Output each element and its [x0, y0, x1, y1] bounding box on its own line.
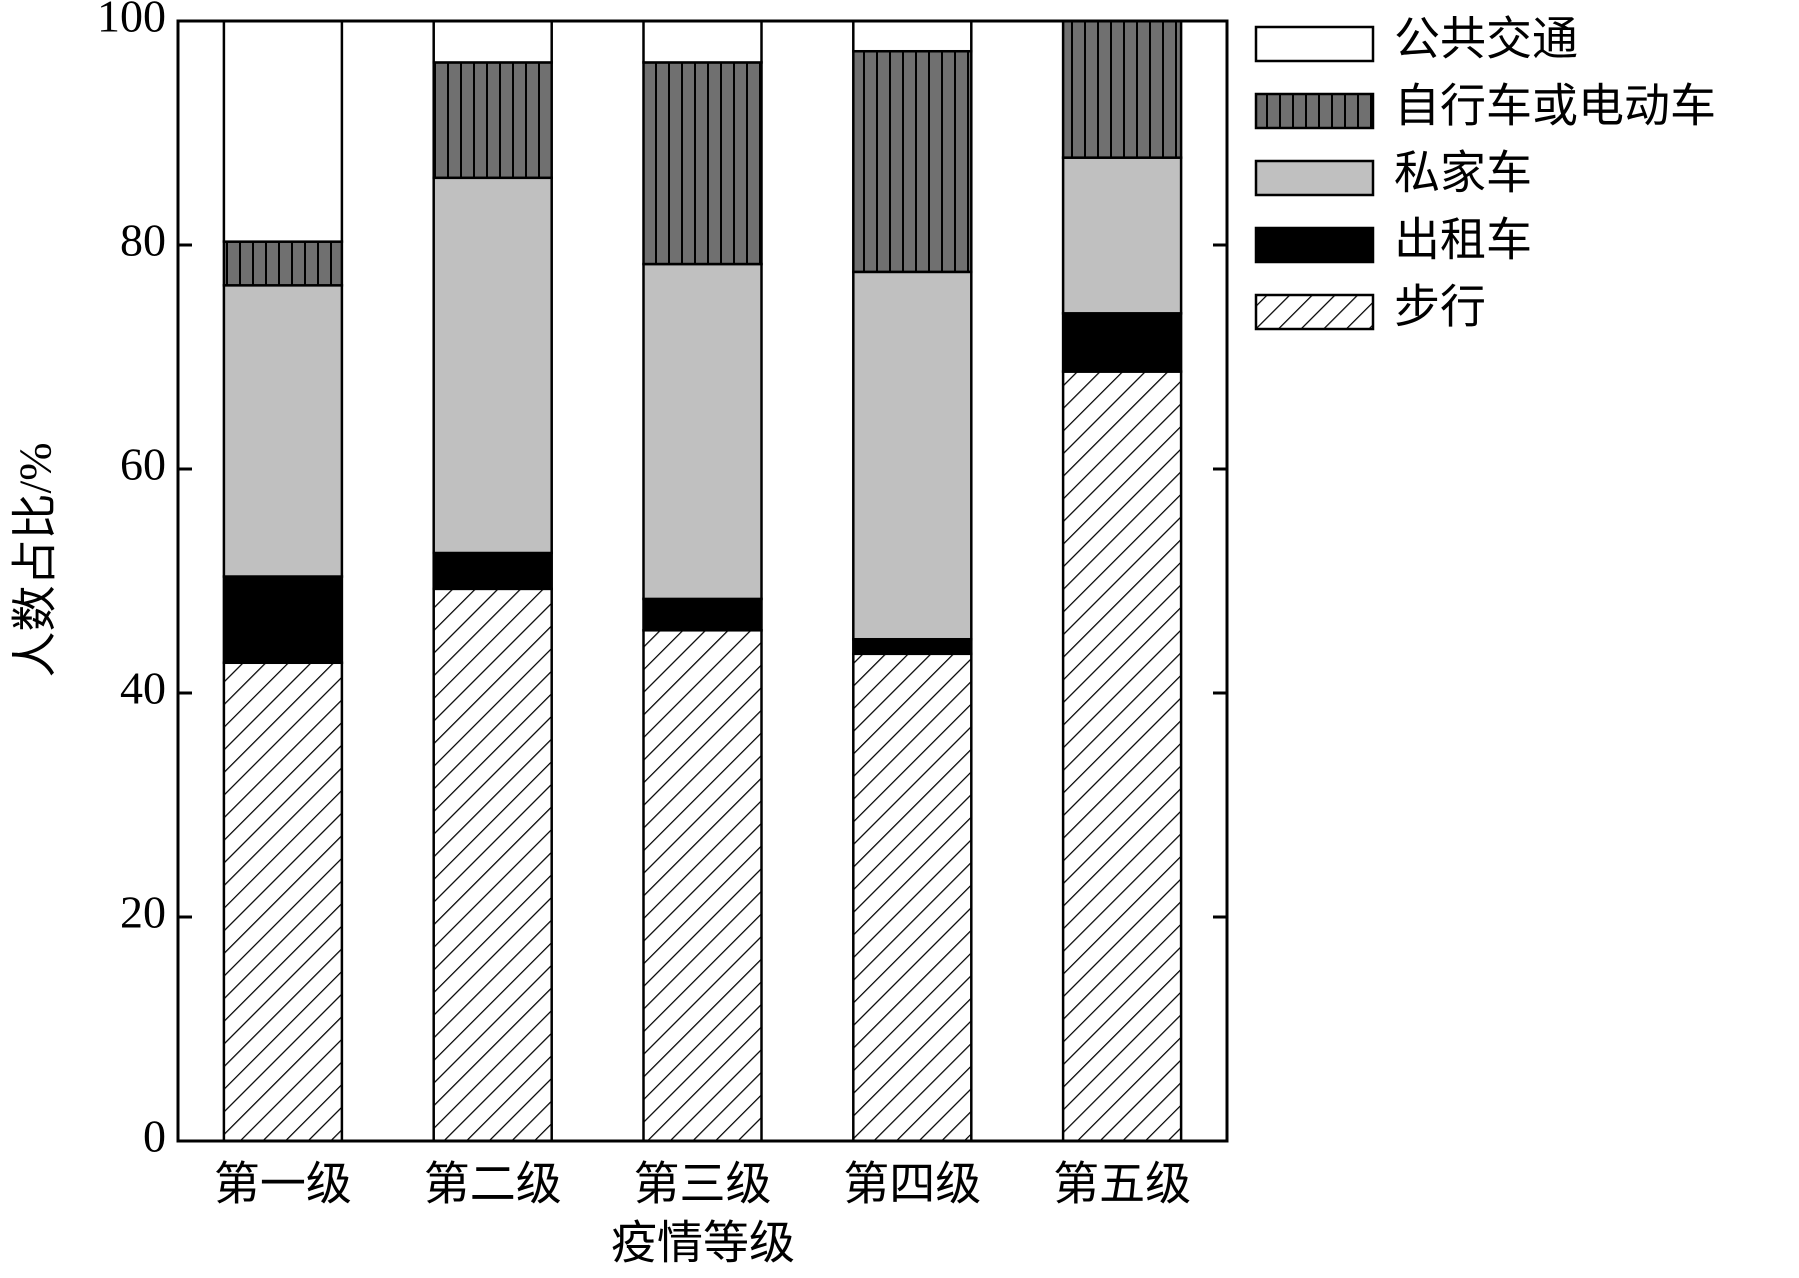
- bar-segment: [432, 551, 553, 591]
- bar-segment: [1061, 19, 1183, 159]
- legend-swatch: [1254, 226, 1375, 264]
- bar-segment: [1061, 156, 1183, 315]
- bar-segment: [852, 652, 973, 1143]
- bar-segment: [222, 661, 344, 1143]
- bar-segment: [1061, 370, 1183, 1143]
- x-tick-label: 第一级: [214, 1159, 352, 1210]
- bar-segment: [222, 240, 344, 287]
- bar-segment: [432, 19, 553, 64]
- bar-segment: [852, 270, 973, 641]
- legend-swatch: [1254, 293, 1375, 331]
- x-tick-label: 第四级: [843, 1159, 981, 1210]
- legend-label: 出租车: [1394, 215, 1532, 266]
- bar-segment: [432, 61, 553, 180]
- y-axis-label: 人数占比/%: [10, 442, 61, 677]
- plot-frame: [176, 19, 1229, 1143]
- x-tick-label: 第二级: [424, 1159, 562, 1210]
- bar-segment: [432, 587, 553, 1143]
- bar-segment: [222, 19, 344, 243]
- y-tick-label: 0: [143, 1111, 166, 1162]
- bar-segment: [852, 49, 973, 274]
- y-tick-label: 40: [120, 663, 166, 714]
- legend-swatch: [1254, 25, 1375, 63]
- legend-swatch: [1254, 159, 1375, 197]
- y-tick-label: 100: [97, 0, 166, 42]
- x-tick-label: 第五级: [1053, 1159, 1191, 1210]
- y-tick-label: 20: [120, 887, 166, 938]
- bar-segment: [222, 575, 344, 665]
- x-axis-label: 疫情等级: [611, 1218, 795, 1269]
- bar-segment: [432, 176, 553, 555]
- bar-segment: [642, 19, 763, 64]
- y-tick-label: 60: [120, 439, 166, 490]
- y-tick-label: 80: [120, 215, 166, 266]
- bar-segment: [852, 19, 973, 53]
- bar-segment: [642, 61, 763, 266]
- legend-label: 步行: [1394, 282, 1486, 333]
- legend-label: 私家车: [1394, 148, 1532, 199]
- bar-segment: [222, 284, 344, 578]
- x-tick-label: 第三级: [634, 1159, 772, 1210]
- bar-segment: [642, 629, 763, 1143]
- legend-label: 公共交通: [1394, 14, 1578, 65]
- bar-segment: [1061, 312, 1183, 373]
- bar-segment: [642, 597, 763, 632]
- bar-segment: [642, 262, 763, 601]
- legend-swatch: [1254, 92, 1375, 130]
- bar-segment: [852, 637, 973, 656]
- legend-label: 自行车或电动车: [1394, 81, 1716, 132]
